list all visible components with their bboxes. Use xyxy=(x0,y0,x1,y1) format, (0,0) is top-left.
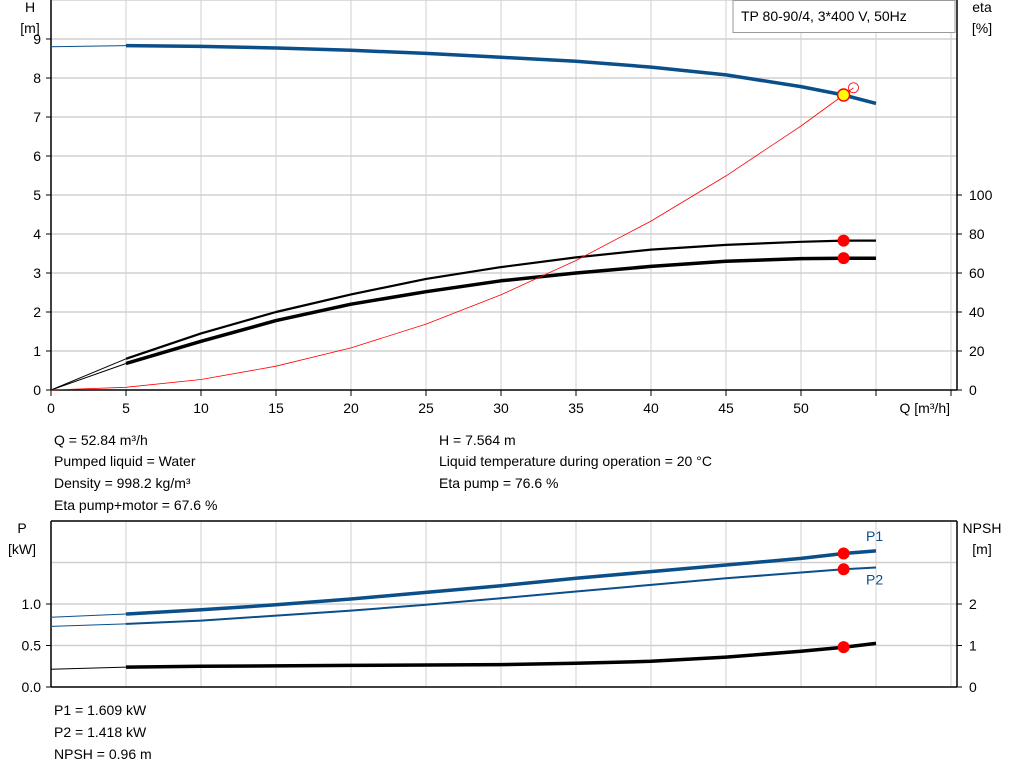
y-axis-label: H xyxy=(25,0,35,15)
series-eta_pump_motor-extension xyxy=(50,363,127,391)
result-density: Density = 998.2 kg/m³ xyxy=(54,475,191,491)
result-q: Q = 52.84 m³/h xyxy=(54,432,148,448)
x-axis-label: Q [m³/h] xyxy=(899,400,950,416)
x-tick-label: 15 xyxy=(268,400,284,416)
series-h-line xyxy=(125,43,877,106)
system-curve-end-marker xyxy=(848,82,859,94)
x-tick-label: 50 xyxy=(793,400,809,416)
y-tick-label: 7 xyxy=(33,109,41,125)
result-h: H = 7.564 m xyxy=(439,432,516,448)
legend-box: TP 80-90/4, 3*400 V, 50Hz xyxy=(732,0,956,33)
series-npsh-line xyxy=(125,641,877,669)
operating-point-npsh xyxy=(837,641,850,654)
series-h-extension xyxy=(50,45,127,48)
series-system-line xyxy=(50,87,854,391)
y-axis-unit: [m] xyxy=(20,20,39,36)
series-eta-pump-line xyxy=(125,239,876,360)
operating-point-p2 xyxy=(837,563,850,576)
operating-point-eta-pump xyxy=(837,234,850,247)
y-tick-label: 4 xyxy=(33,226,41,242)
x-tick-label: 45 xyxy=(718,400,734,416)
series-label-p1: P1 xyxy=(866,528,883,544)
x-tick-label: 20 xyxy=(343,400,359,416)
x-tick-label: 30 xyxy=(493,400,509,416)
y-tick-label: 5 xyxy=(33,187,41,203)
x-tick-label: 0 xyxy=(47,400,55,416)
x-tick-label: 35 xyxy=(568,400,584,416)
result-npsh: NPSH = 0.96 m xyxy=(54,746,152,762)
x-tick-label: 25 xyxy=(418,400,434,416)
y2-tick-label: 0 xyxy=(969,382,977,398)
y2-tick-label: 80 xyxy=(969,226,985,242)
y-tick-label: 0.0 xyxy=(22,679,42,695)
y2-tick-label: 20 xyxy=(969,343,985,359)
result-temperature: Liquid temperature during operation = 20… xyxy=(439,453,712,469)
result-p2: P2 = 1.418 kW xyxy=(54,724,147,740)
result-liquid: Pumped liquid = Water xyxy=(54,453,196,469)
y2-axis-unit: [m] xyxy=(972,541,991,557)
y-tick-label: 8 xyxy=(33,70,41,86)
y-tick-label: 3 xyxy=(33,265,41,281)
series-eta_pump-extension xyxy=(50,358,127,391)
series-npsh-extension xyxy=(50,666,127,670)
y2-tick-label: 1 xyxy=(969,638,977,654)
operating-point-p1 xyxy=(837,547,850,560)
y2-tick-label: 40 xyxy=(969,304,985,320)
duty-point-marker xyxy=(836,88,851,102)
y2-tick-label: 2 xyxy=(969,596,977,612)
y2-axis-label: NPSH xyxy=(963,520,1002,536)
y-axis-unit: [kW] xyxy=(8,541,36,557)
y2-tick-label: 100 xyxy=(969,187,993,203)
series-eta-pump-motor-line xyxy=(125,256,876,366)
y2-axis-unit: [%] xyxy=(972,20,992,36)
y-tick-label: 0 xyxy=(33,382,41,398)
y2-tick-label: 60 xyxy=(969,265,985,281)
series-p1-line xyxy=(125,549,877,616)
y2-axis-label: eta xyxy=(972,0,992,15)
legend-text: TP 80-90/4, 3*400 V, 50Hz xyxy=(741,8,907,24)
y-tick-label: 1 xyxy=(33,343,41,359)
series-label-p2: P2 xyxy=(866,571,883,587)
x-tick-label: 5 xyxy=(122,400,130,416)
y-tick-label: 1.0 xyxy=(22,596,42,612)
x-tick-label: 40 xyxy=(643,400,659,416)
series-p2-line xyxy=(125,566,877,625)
series-p2-extension xyxy=(50,623,127,627)
y-tick-label: 0.5 xyxy=(22,638,42,654)
power-npsh-chart: 0.0 0.5 1.0 0 1 2 P [kW] NPSH [m] P1 P2 xyxy=(8,520,1001,695)
result-p1: P1 = 1.609 kW xyxy=(54,702,147,718)
y2-tick-label: 0 xyxy=(969,679,977,695)
y-tick-label: 2 xyxy=(33,304,41,320)
y-tick-label: 6 xyxy=(33,148,41,164)
operating-point-eta-pump-motor xyxy=(837,252,850,265)
result-eta-pump-motor: Eta pump+motor = 67.6 % xyxy=(54,497,218,513)
result-eta-pump: Eta pump = 76.6 % xyxy=(439,475,559,491)
y-axis-label: P xyxy=(17,520,26,536)
x-tick-label: 10 xyxy=(193,400,209,416)
series-p1-extension xyxy=(50,613,127,618)
y-tick-label: 9 xyxy=(33,31,41,47)
